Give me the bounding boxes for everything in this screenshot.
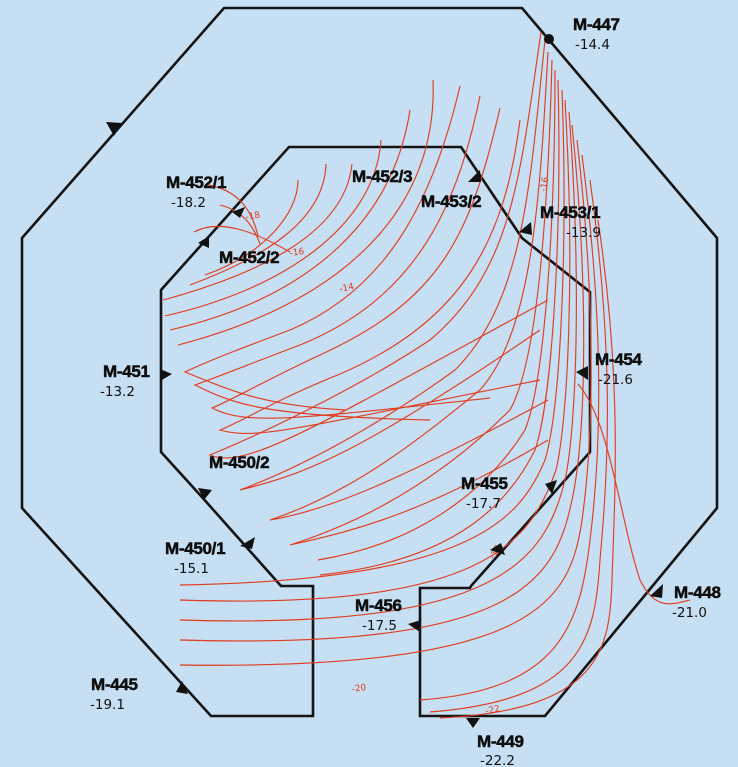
marker-icon (176, 681, 188, 694)
marker-icon (545, 480, 557, 494)
point-value-m-450-1: -15.1 (174, 561, 209, 577)
marker-icon (468, 170, 481, 182)
point-name-m-447: M-447 (573, 15, 620, 34)
point-value-labels: -14.4 -18.2 -13.9 -13.2 -21.6 -17.7 -15.… (90, 37, 707, 767)
point-value-m-447: -14.4 (575, 37, 610, 53)
point-name-m-448: M-448 (674, 583, 721, 602)
point-name-m-451: M-451 (103, 362, 150, 381)
point-value-m-456: -17.5 (362, 618, 397, 634)
contour-label: -16 (289, 247, 305, 259)
point-name-m-453-1: M-453/1 (540, 203, 600, 222)
contour-lines (162, 31, 691, 719)
marker-icon (519, 222, 532, 235)
point-name-m-450-1: M-450/1 (165, 539, 225, 558)
point-name-m-452-2: M-452/2 (219, 248, 279, 267)
point-name-m-449: M-449 (477, 732, 524, 751)
point-name-m-454: M-454 (595, 350, 643, 369)
point-name-m-445: M-445 (91, 675, 138, 694)
point-name-m-453-2: M-453/2 (421, 192, 481, 211)
point-value-m-448: -21.0 (672, 605, 707, 621)
marker-icon (544, 34, 554, 44)
contour-label: -20 (351, 683, 367, 695)
marker-icon (198, 488, 212, 500)
contour-value-labels: -18 -16 -14 -16 -18 -20 -22 (245, 176, 552, 717)
point-name-labels: M-447 M-452/1 M-452/3 M-453/2 M-453/1 M-… (91, 15, 721, 752)
point-value-m-453-1: -13.9 (566, 225, 601, 241)
marker-icon (576, 366, 588, 380)
contour-label: -14 (339, 282, 356, 295)
point-name-m-452-3: M-452/3 (352, 167, 412, 186)
point-name-m-456: M-456 (355, 596, 402, 615)
marker-icon (408, 620, 421, 632)
point-value-m-452-1: -18.2 (171, 195, 206, 211)
marker-icon (106, 122, 122, 136)
point-value-m-455: -17.7 (466, 496, 501, 512)
marker-icon (466, 718, 480, 728)
marker-icon (232, 207, 245, 218)
contour-label: -16 (539, 176, 551, 192)
marker-icon (160, 369, 172, 381)
marker-icon (240, 537, 255, 549)
point-name-m-450-2: M-450/2 (209, 453, 269, 472)
point-name-m-455: M-455 (461, 474, 508, 493)
point-name-m-452-1: M-452/1 (166, 173, 226, 192)
point-value-m-454: -21.6 (598, 372, 633, 388)
marker-icon (650, 584, 663, 598)
contour-label: -18 (245, 211, 261, 223)
point-markers (106, 34, 663, 728)
outer-octagon-outline (20, 6, 719, 718)
marker-icon (490, 543, 505, 555)
point-value-m-449: -22.2 (480, 753, 515, 767)
point-value-m-451: -13.2 (100, 384, 135, 400)
contour-label: -22 (485, 704, 501, 717)
marker-icon (198, 236, 209, 248)
point-value-m-445: -19.1 (90, 697, 125, 713)
